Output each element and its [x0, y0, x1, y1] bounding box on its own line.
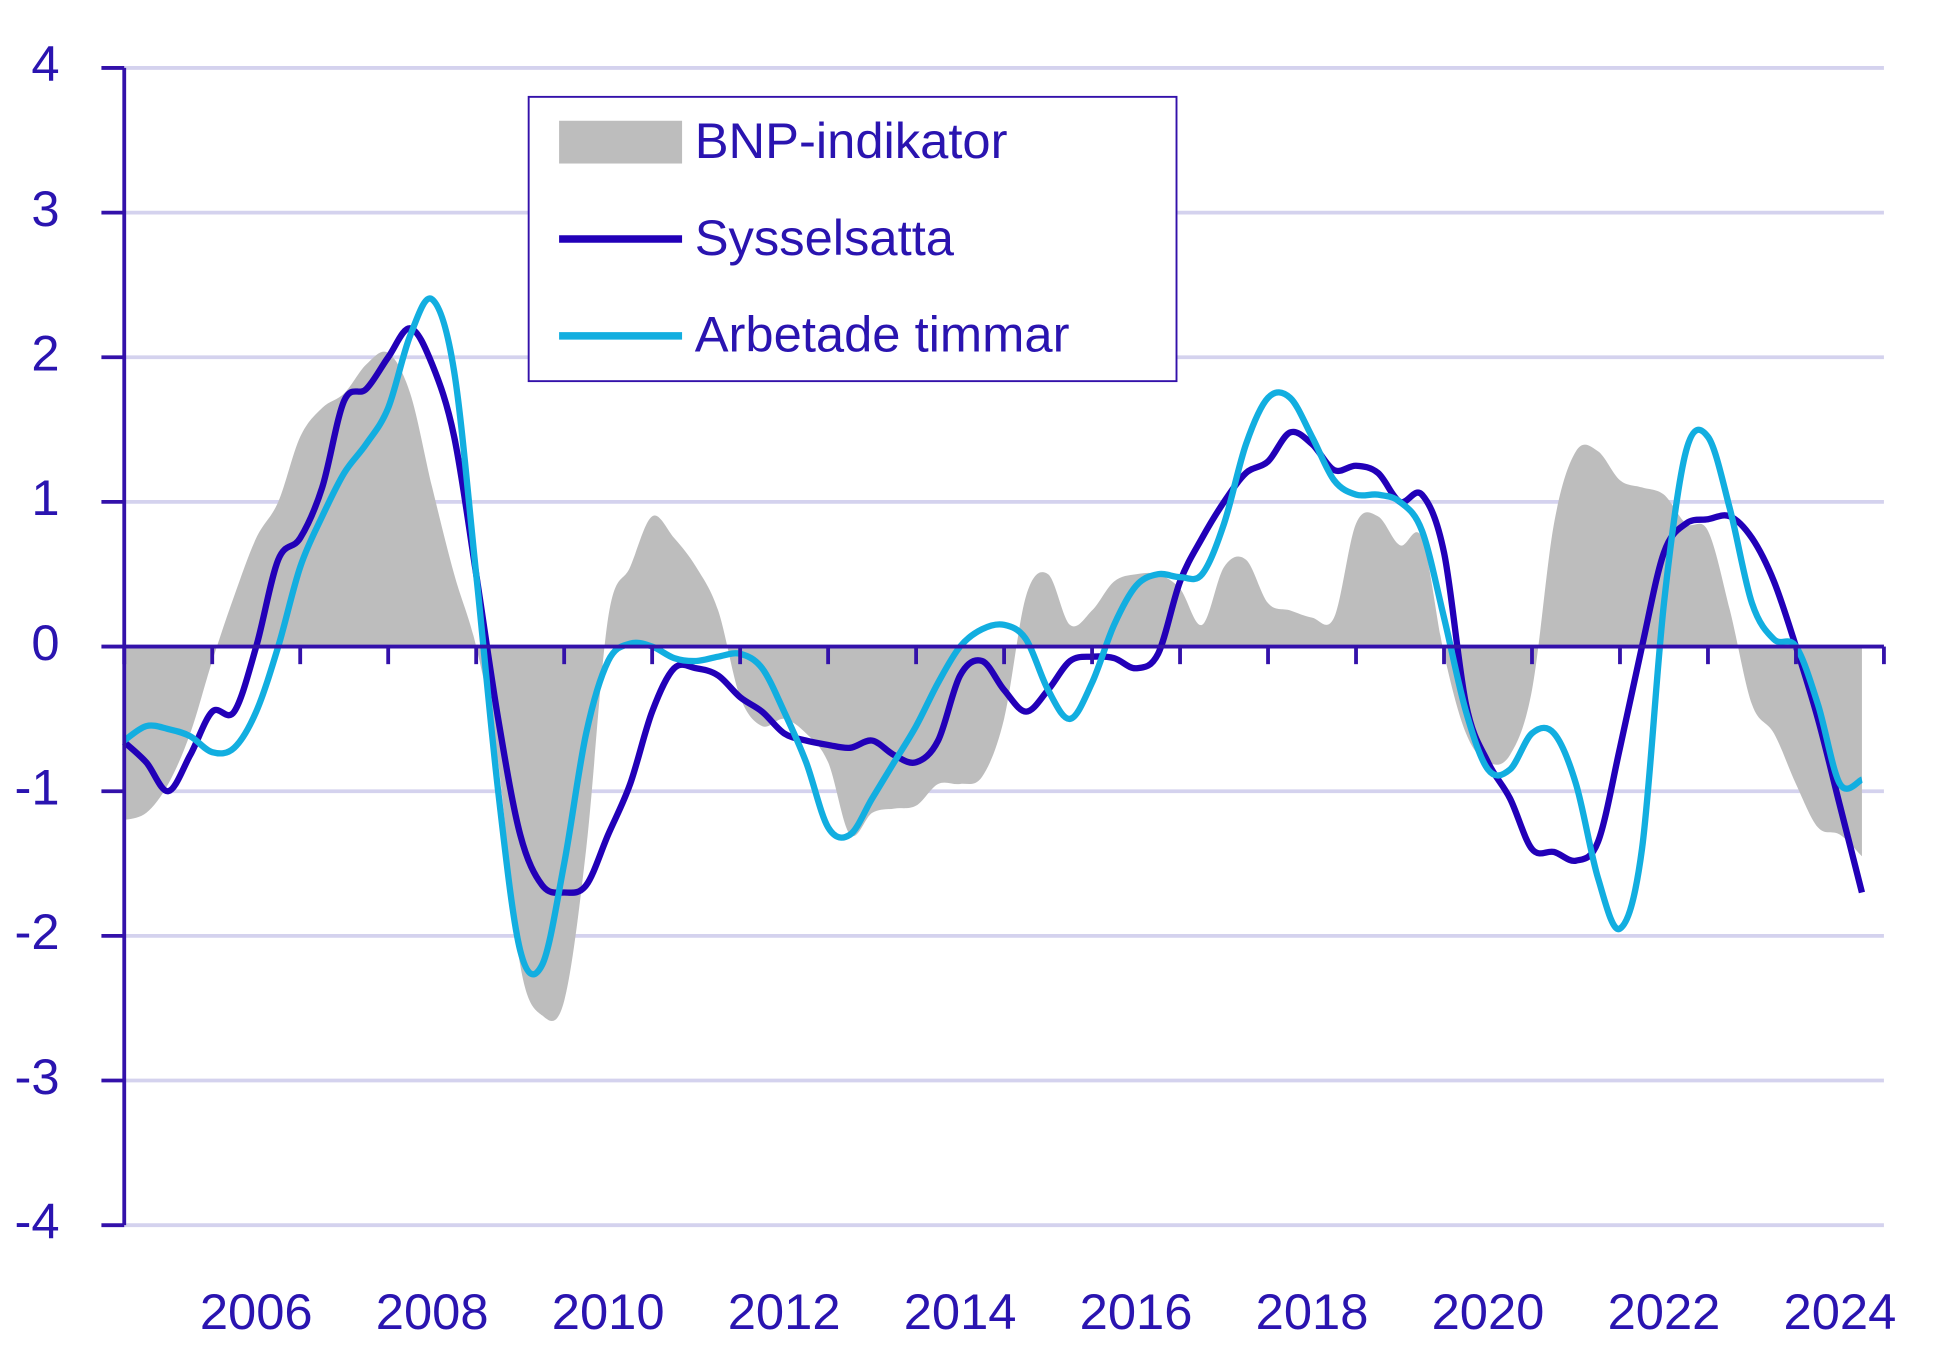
legend-label: BNP-indikator — [695, 112, 1008, 169]
y-tick-label: -4 — [15, 1193, 60, 1250]
legend-label: Sysselsatta — [695, 209, 955, 266]
x-tick-label: 2016 — [1080, 1283, 1193, 1340]
area — [124, 351, 1862, 1022]
y-tick-label: 0 — [31, 614, 59, 671]
x-tick-label: 2006 — [200, 1283, 313, 1340]
line — [122, 325, 1866, 896]
legend-swatch — [559, 120, 683, 164]
legend-label: Arbetade timmar — [695, 306, 1070, 363]
y-tick-label: 1 — [31, 469, 59, 526]
x-tick-label: 2008 — [376, 1283, 489, 1340]
x-tick-label: 2010 — [552, 1283, 665, 1340]
y-tick-label: -3 — [15, 1048, 60, 1105]
x-tick-label: 2012 — [728, 1283, 841, 1340]
y-tick-label: 2 — [31, 325, 59, 382]
x-tick-label: 2022 — [1608, 1283, 1721, 1340]
y-tick-label: -1 — [15, 759, 60, 816]
x-tick-label: 2024 — [1784, 1283, 1897, 1340]
x-tick-label: 2014 — [904, 1283, 1017, 1340]
y-tick-label: 4 — [31, 35, 59, 92]
y-tick-label: -2 — [15, 903, 60, 960]
x-tick-label: 2018 — [1256, 1283, 1369, 1340]
y-tick-label: 3 — [31, 180, 59, 237]
x-tick-label: 2020 — [1432, 1283, 1545, 1340]
line — [122, 295, 1864, 978]
